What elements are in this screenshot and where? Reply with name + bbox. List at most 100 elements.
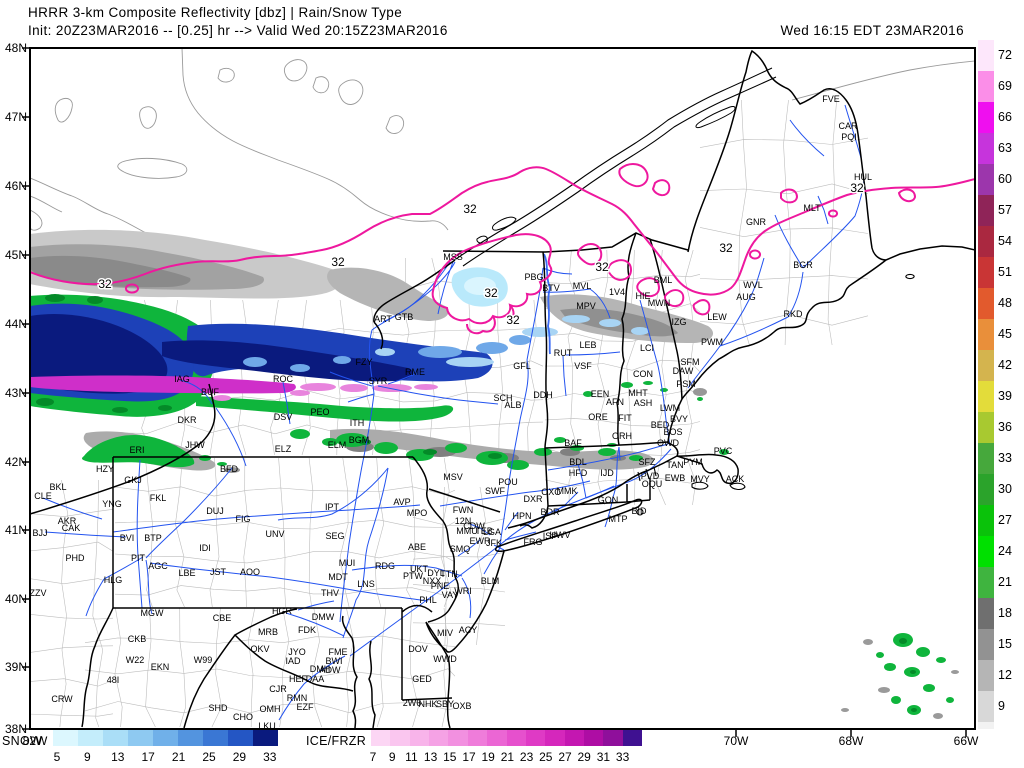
station-label: ADW (320, 665, 342, 675)
station-label: BTV (542, 283, 560, 293)
station-label: DAW (673, 366, 694, 376)
ice-legend-cell (467, 730, 488, 746)
station-label: CBE (213, 613, 232, 623)
station-label: MPV (576, 301, 596, 311)
lat-axis-label: 45N (5, 248, 27, 262)
colorbar-value: 18 (998, 605, 1012, 620)
station-label: RMN (287, 693, 308, 703)
station-label: ELM (328, 440, 347, 450)
station-label: MMK (557, 486, 578, 496)
station-label: LEB (579, 340, 596, 350)
station-label: W99 (194, 655, 213, 665)
colorbar-value: 45 (998, 326, 1012, 341)
station-label: DSV (274, 412, 293, 422)
station-label: DMH (310, 664, 331, 674)
station-label: AGC (148, 561, 168, 571)
ice-legend-cell (583, 730, 604, 746)
snow-legend-value: 17 (141, 750, 155, 764)
station-label: ACY (459, 625, 478, 635)
station-label: OQU (642, 479, 663, 489)
ice-legend-cell (603, 730, 623, 746)
contour-label-32: 32 (506, 313, 520, 327)
lat-axis-label: 48N (5, 41, 27, 55)
contour-label-32: 32 (98, 277, 112, 291)
station-label: EEN (591, 389, 610, 399)
station-label: AUG (736, 292, 756, 302)
station-label: PVC (714, 446, 733, 456)
lat-axis-label: 40N (5, 592, 27, 606)
station-label: MLT (803, 203, 821, 213)
station-labels-layer: MSS PBG ART GTB FZY RME SYR ROC IAG BUF DKR DSV PEO I… (31, 94, 872, 731)
station-label: ERI (129, 445, 144, 455)
station-label: LKU (258, 721, 276, 731)
station-label: BGR (793, 260, 813, 270)
station-label: JST (210, 567, 227, 577)
station-label: PQI (841, 132, 857, 142)
colorbar-value: 15 (998, 636, 1012, 651)
station-label: GED (412, 674, 432, 684)
station-label: CAK (62, 523, 81, 533)
station-label: HLG (104, 575, 123, 585)
colorbar-cell (978, 381, 994, 412)
station-label: ELZ (275, 444, 292, 454)
station-label: PYM (683, 457, 703, 467)
station-label: PHL (419, 595, 437, 605)
station-label: LEW (707, 312, 727, 322)
snow-legend-cell (53, 730, 78, 746)
station-label: 2W6 (403, 698, 422, 708)
station-label: AVP (393, 497, 410, 507)
station-label: RUT (554, 348, 573, 358)
ice-legend-cell (448, 730, 468, 746)
station-label: PVD (641, 471, 660, 481)
station-label: IAD (285, 656, 301, 666)
station-label: MRB (258, 627, 278, 637)
station-label: SYR (369, 376, 388, 386)
station-label: JFK (486, 538, 502, 548)
station-label: MIV (437, 628, 453, 638)
ice-legend-cell (545, 730, 565, 746)
station-label: SWF (485, 486, 505, 496)
snow-legend-value: 33 (263, 750, 277, 764)
station-label: GKJ (124, 475, 142, 485)
map-title: HRRR 3-km Composite Reflectivity [dbz] |… (28, 5, 403, 20)
station-label: WWD (433, 654, 457, 664)
colorbar-cell (978, 257, 994, 288)
station-label: UKT (410, 564, 429, 574)
station-label: IJD (600, 468, 614, 478)
station-label: AKR (58, 516, 77, 526)
station-label: ABE (408, 542, 426, 552)
station-label: ORE (588, 412, 608, 422)
lat-axis-label: 47N (5, 110, 27, 124)
ice-legend-title: ICE/FRZR (306, 734, 367, 748)
station-label: NHK (418, 699, 437, 709)
ice-legend-value: 9 (388, 750, 396, 764)
colorbar-value: 9 (998, 698, 1005, 713)
station-label: TTN (440, 569, 458, 579)
station-label: FRG (524, 537, 543, 547)
rivers-roads-layer (42, 104, 865, 721)
station-label: ORH (612, 431, 632, 441)
station-label: BKL (49, 482, 66, 492)
station-label: MSV (443, 472, 463, 482)
ice-legend-value: 29 (577, 750, 591, 764)
station-label: CRW (51, 694, 73, 704)
colorbar-cell (978, 660, 994, 691)
snow-legend-value: 25 (202, 750, 216, 764)
station-label: DAA (306, 674, 325, 684)
station-label: RDG (375, 561, 395, 571)
station-label: SEG (325, 531, 344, 541)
station-label: BVY (670, 414, 688, 424)
station-label: BUF (201, 387, 220, 397)
station-label: CDW (463, 521, 485, 531)
station-label: FIG (236, 514, 251, 524)
station-label: BML (654, 275, 673, 285)
station-label: DYL (427, 568, 445, 578)
station-label: SMQ (450, 544, 471, 554)
station-label: CON (633, 369, 653, 379)
station-label: MHT (628, 388, 648, 398)
station-label: BID (631, 506, 647, 516)
colorbar-cell (978, 505, 994, 536)
station-label: MVY (690, 474, 710, 484)
station-label: OWD (657, 438, 679, 448)
colorbar-cell (978, 536, 994, 567)
